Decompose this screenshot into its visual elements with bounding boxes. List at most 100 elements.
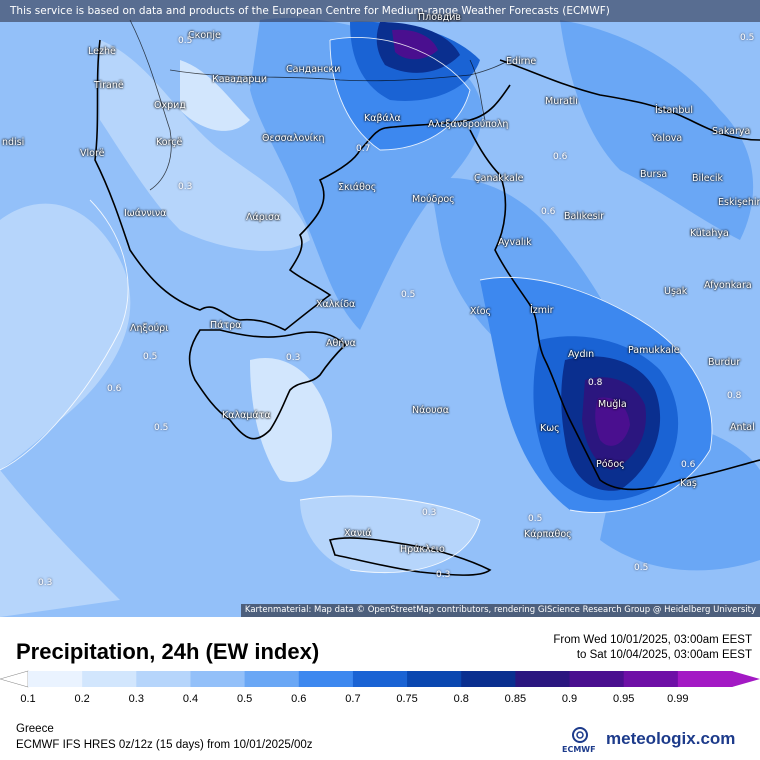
city-name: Χαλκίδα xyxy=(316,299,356,310)
city-label: Tiranë xyxy=(94,80,124,91)
city-label: Ιωάννινα xyxy=(124,208,166,219)
legend-swatch xyxy=(407,671,462,687)
region-label: Greece xyxy=(16,723,54,735)
field-lighter-peloponnese xyxy=(250,358,332,482)
field-light-sw xyxy=(0,470,120,617)
city-label: Balıkesir xyxy=(564,211,604,222)
city-label: Охрид xyxy=(154,100,186,111)
city-label: Pamukkale xyxy=(628,345,680,356)
legend-swatch xyxy=(82,671,137,687)
city-name: Eskişehir xyxy=(718,197,760,208)
model-info: ECMWF IFS HRES 0z/12z (15 days) from 10/… xyxy=(16,739,313,751)
period-from: From Wed 10/01/2025, 03:00am EEST xyxy=(553,634,752,646)
contour-value-label: 0.6 xyxy=(107,384,122,394)
city-name: Sakarya xyxy=(712,126,751,137)
city-label: Antal xyxy=(730,422,755,433)
city-label: Χαλκίδα xyxy=(316,299,355,310)
contour-value-label: 0.5 xyxy=(154,423,169,433)
city-label: Πάτρα xyxy=(210,320,241,331)
borders xyxy=(129,19,511,191)
legend-tick-label: 0.99 xyxy=(667,693,688,705)
footer-panel: Precipitation, 24h (EW index) From Wed 1… xyxy=(0,617,760,760)
city-name: Καλαμάτα xyxy=(222,410,271,421)
legend-swatch xyxy=(461,671,516,687)
legend-low-arrow xyxy=(0,670,29,688)
contour-value-label: 0.3 xyxy=(286,353,301,363)
contour-value-label: 0.5 xyxy=(143,352,158,362)
city-label: Кавадарци xyxy=(212,74,267,85)
contour-value-label: 0.5 xyxy=(634,563,649,573)
city-label: Μούδρος xyxy=(412,194,455,205)
legend-high-arrow xyxy=(732,671,760,687)
city-name: Θεσσαλονίκη xyxy=(262,133,325,144)
city-name: Uşak xyxy=(664,286,688,297)
legend-swatch xyxy=(298,671,354,687)
contour-value-label: 0.8 xyxy=(727,391,742,401)
city-name: İzmir xyxy=(530,305,554,316)
contour-value-label: 0.6 xyxy=(681,460,696,470)
city-label: Bilecik xyxy=(692,173,723,184)
city-label: Muratlı xyxy=(545,96,578,107)
city-name: Korçë xyxy=(156,137,183,148)
city-label: Bursa xyxy=(640,169,667,180)
city-name: Afyonkara xyxy=(704,280,752,291)
map-attribution: Kartenmaterial: Map data © OpenStreetMap… xyxy=(240,604,760,617)
city-name: Ιωάννινα xyxy=(124,208,167,219)
city-name: Pamukkale xyxy=(628,345,680,356)
city-name: Κως xyxy=(540,423,560,434)
contour-value-label: 0.3 xyxy=(178,182,193,192)
city-name: Λάρισα xyxy=(246,212,281,223)
legend-swatch xyxy=(244,671,300,687)
contour-value-label: 0.3 xyxy=(38,578,53,588)
city-label: Χίος xyxy=(470,306,491,317)
contour-value-label: 0.6 xyxy=(553,152,568,162)
legend-tick-label: 0.7 xyxy=(345,693,360,705)
city-name: Bilecik xyxy=(692,173,724,184)
city-label: Αθήνα xyxy=(326,338,356,349)
meteologix-logo[interactable]: meteologix.com xyxy=(606,729,736,748)
city-name: Пловдив xyxy=(418,12,461,23)
city-name: Burdur xyxy=(708,357,741,368)
city-name: Σκιάθος xyxy=(338,182,377,193)
legend-tick-label: 0.75 xyxy=(396,693,417,705)
legend-swatch xyxy=(190,671,246,687)
legend-swatch xyxy=(28,671,83,687)
city-label: Пловдив xyxy=(418,12,461,23)
city-label: Κως xyxy=(540,423,560,434)
city-label: Λάρισα xyxy=(246,212,280,223)
city-name: Ληξούρι xyxy=(130,323,169,334)
field-0.9-bulgaria xyxy=(392,29,438,60)
legend-swatch xyxy=(352,671,408,687)
city-name: Yalova xyxy=(652,133,683,144)
legend-swatch xyxy=(623,671,679,687)
city-label: Lezhë xyxy=(88,46,116,57)
city-label: ndisi xyxy=(2,137,24,148)
contour-value-label: 0.5 xyxy=(740,33,755,43)
city-name: Bursa xyxy=(640,169,668,180)
city-name: Ρόδος xyxy=(596,459,625,470)
city-name: Edirne xyxy=(506,56,537,67)
city-label: Uşak xyxy=(664,286,687,297)
city-label: Vlorë xyxy=(80,148,105,159)
city-name: Κάρπαθος xyxy=(524,529,572,540)
field-lighter-macedonia xyxy=(180,60,250,131)
city-label: Korçë xyxy=(156,137,182,148)
contour-value-label: 0.8 xyxy=(588,378,603,388)
legend-tick-label: 0.95 xyxy=(613,693,634,705)
city-label: Скопје xyxy=(188,30,221,41)
city-label: Θεσσαλονίκη xyxy=(262,133,325,144)
city-label: Muğla xyxy=(598,399,627,410)
city-name: Αλεξανδρούπολη xyxy=(428,119,509,130)
period-to: to Sat 10/04/2025, 03:00am EEST xyxy=(576,649,752,661)
city-name: Antal xyxy=(730,422,755,433)
ecmwf-disclaimer: This service is based on data and produc… xyxy=(0,0,760,22)
contour-value-label: 0.3 xyxy=(422,508,437,518)
precipitation-map[interactable]: This service is based on data and produc… xyxy=(0,0,760,617)
legend-tick-label: 0.8 xyxy=(454,693,469,705)
ecmwf-logo[interactable]: ECMWF xyxy=(562,725,598,757)
city-label: Sakarya xyxy=(712,126,750,137)
city-name: Αθήνα xyxy=(326,338,356,349)
legend-bar: 0.1 0.2 0.3 0.4 0.5 0.6 0.7 0.75 0.8 0.85 0.9 0.95 0… xyxy=(0,670,760,705)
city-label: Eskişehir xyxy=(718,197,760,208)
city-label: Ηράκλειο xyxy=(400,544,445,555)
